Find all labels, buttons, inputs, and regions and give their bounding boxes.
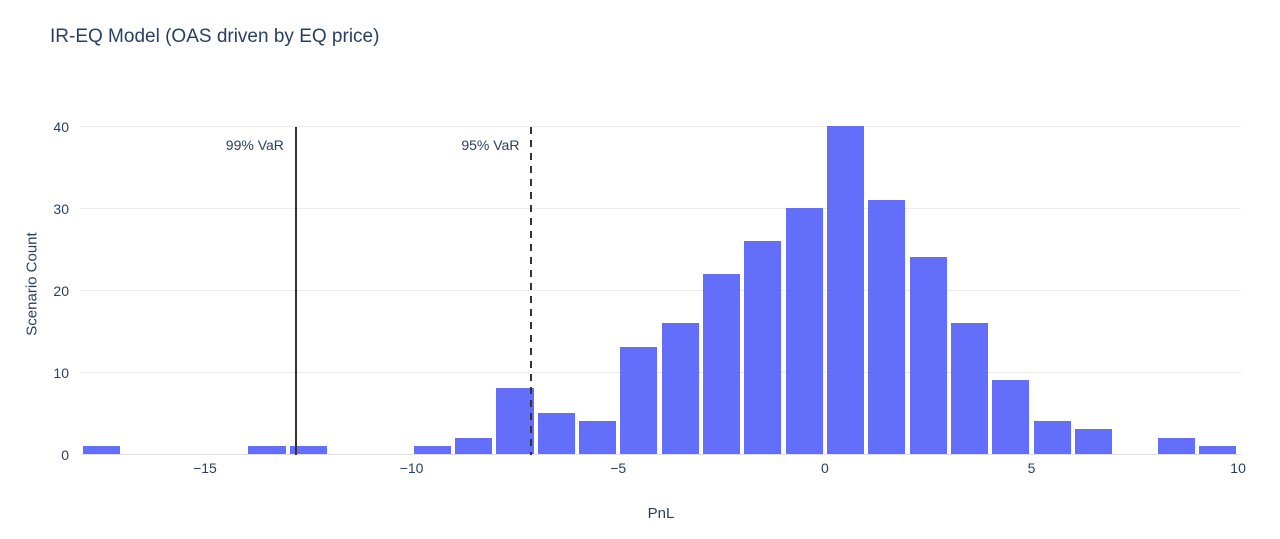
histogram-bar bbox=[868, 199, 906, 454]
y-gridline bbox=[81, 290, 1241, 292]
histogram-bar bbox=[413, 445, 451, 454]
x-tick-label: 10 bbox=[1230, 460, 1246, 476]
x-axis-title: PnL bbox=[647, 505, 675, 522]
histogram-bar bbox=[620, 347, 658, 454]
histogram-bar bbox=[1074, 429, 1113, 454]
x-tick-label: −10 bbox=[399, 460, 424, 476]
var-line-95 bbox=[530, 126, 533, 455]
x-tick-label: 5 bbox=[1027, 460, 1036, 476]
y-tick-label: 20 bbox=[53, 282, 69, 299]
histogram-bar bbox=[248, 445, 286, 454]
histogram-bar bbox=[744, 240, 782, 454]
histogram-bar bbox=[1198, 445, 1237, 454]
y-gridline bbox=[81, 208, 1241, 210]
x-tick-label: −5 bbox=[610, 460, 627, 476]
histogram-bar bbox=[826, 125, 865, 454]
histogram-bar bbox=[496, 388, 534, 454]
y-tick-label: 0 bbox=[61, 447, 69, 463]
histogram-bar bbox=[950, 322, 989, 454]
histogram-bar bbox=[1033, 421, 1071, 454]
histogram-bar bbox=[578, 421, 617, 454]
histogram-bar bbox=[661, 322, 699, 454]
histogram-bar bbox=[992, 380, 1030, 454]
x-tick-label: 0 bbox=[820, 460, 829, 476]
y-tick-label: 10 bbox=[53, 364, 69, 381]
histogram-bar bbox=[83, 445, 121, 454]
y-gridline bbox=[81, 372, 1241, 374]
histogram-bar bbox=[1157, 437, 1195, 454]
plot-area: 0 10 20 30 40 −15 −10 −5 0 5 10 PnL 99% VaR 95% VaR bbox=[53, 113, 1246, 522]
y-tick-label: 30 bbox=[53, 200, 69, 217]
histogram-bar bbox=[785, 207, 823, 454]
histogram-bar bbox=[454, 437, 493, 454]
histogram-bar bbox=[909, 257, 947, 454]
histogram-bar bbox=[537, 413, 575, 454]
y-gridline bbox=[81, 126, 1241, 128]
y-tick-label: 40 bbox=[53, 118, 69, 135]
var-label-95: 95% VaR bbox=[461, 136, 520, 153]
histogram-bar bbox=[702, 273, 741, 454]
chart-title: IR-EQ Model (OAS driven by EQ price) bbox=[50, 26, 380, 47]
var-line-99 bbox=[294, 126, 297, 455]
histogram-bar bbox=[289, 445, 327, 454]
x-tick-label: −15 bbox=[193, 460, 217, 476]
x-axis-line bbox=[81, 454, 1241, 455]
var-label-99: 99% VaR bbox=[225, 136, 284, 153]
